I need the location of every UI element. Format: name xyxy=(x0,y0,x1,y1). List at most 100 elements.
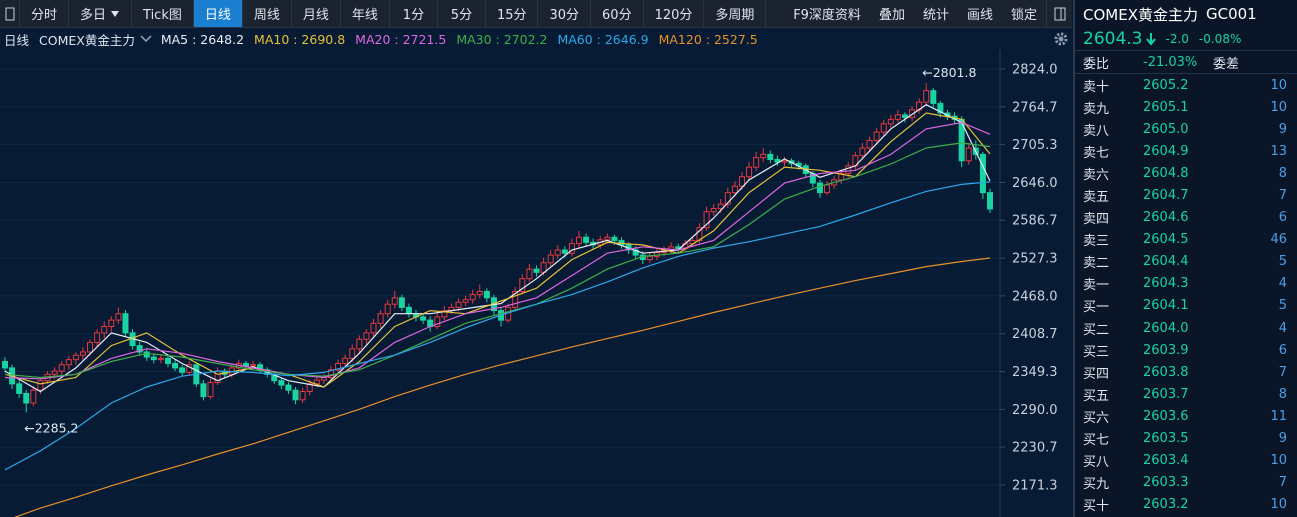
period-tab[interactable]: 月线 xyxy=(292,0,341,27)
period-tab[interactable]: 多日 xyxy=(69,0,133,27)
diff-label: 委差 xyxy=(1213,56,1240,72)
order-volume: 13 xyxy=(1270,143,1287,159)
order-level: 卖九 xyxy=(1083,101,1110,117)
candle-body xyxy=(242,362,249,367)
candle-body xyxy=(859,147,866,157)
candle-body xyxy=(434,316,441,327)
tool-button[interactable]: 锁定 xyxy=(1010,8,1037,23)
candle-body xyxy=(179,367,186,373)
order-price: 2604.9 xyxy=(1143,143,1189,159)
max-annotation: ←2801.8 xyxy=(922,65,976,80)
icon-shape xyxy=(1054,7,1065,20)
order-row: 卖七 2604.9 13 xyxy=(1075,140,1297,162)
period-tab[interactable]: 1分 xyxy=(390,0,438,27)
candle-body xyxy=(377,313,384,324)
dropdown-arrow xyxy=(111,10,120,17)
order-volume: 9 xyxy=(1278,121,1287,137)
candle-body xyxy=(441,310,448,318)
tab-group: 分时 多日 Tick图 日线 周线 月线 年线 1分 5分 15分 30分 60分 120分 多周期 xyxy=(20,0,767,27)
tool-button[interactable]: 画线 xyxy=(966,8,993,23)
ratio-row: 委比 -21.03% 委差 xyxy=(1075,50,1297,74)
order-price: 2605.2 xyxy=(1143,77,1189,93)
ma-line xyxy=(4,181,991,471)
tab-label: 120分 xyxy=(654,8,693,23)
period-tab[interactable]: 120分 xyxy=(644,0,705,27)
price-change: -2.0 xyxy=(1165,32,1189,46)
candle-body xyxy=(476,290,483,296)
tool-button[interactable]: F9深度资料 xyxy=(793,8,861,23)
order-volume: 10 xyxy=(1270,99,1287,115)
order-price: 2604.6 xyxy=(1143,210,1189,226)
candle-body xyxy=(575,236,582,245)
candle-body xyxy=(909,109,916,118)
panel-icon[interactable] xyxy=(1046,0,1072,27)
order-volume: 8 xyxy=(1278,165,1287,181)
period-tab[interactable]: 60分 xyxy=(591,0,644,27)
indicator-label: MA30 : 2702.2 xyxy=(456,31,548,47)
indicator-label: MA5 : 2648.2 xyxy=(160,31,245,47)
order-level: 买二 xyxy=(1083,322,1110,338)
candle-body xyxy=(2,361,8,369)
candle-body xyxy=(79,351,86,356)
candle-body xyxy=(760,153,767,159)
candle-body xyxy=(533,268,540,273)
chevron[interactable] xyxy=(139,34,153,44)
order-volume: 46 xyxy=(1270,232,1287,248)
candle-body xyxy=(94,332,101,343)
order-volume: 6 xyxy=(1278,342,1287,358)
order-price: 2603.7 xyxy=(1143,386,1189,402)
candle-body xyxy=(405,306,412,315)
quote-panel: COMEX黄金主力 GC001 2604.3 -2.0 -0.08% 委比 -21… xyxy=(1073,0,1297,517)
period-tab[interactable]: 分时 xyxy=(20,0,70,27)
order-row: 买七 2603.5 9 xyxy=(1075,428,1297,450)
candle-body xyxy=(200,383,207,398)
indicator-label: MA120 : 2527.5 xyxy=(658,31,758,47)
settings-icon[interactable] xyxy=(1053,31,1069,47)
quote-name: COMEX黄金主力 xyxy=(1083,5,1198,24)
candle-body xyxy=(150,356,157,361)
period-tab[interactable]: 多周期 xyxy=(704,0,767,27)
candle-body xyxy=(278,380,285,386)
order-price: 2603.4 xyxy=(1143,453,1189,469)
y-tick-label: 2290.0 xyxy=(1012,403,1058,418)
icon-shape xyxy=(1054,32,1068,46)
tool-button[interactable]: 统计 xyxy=(922,8,949,23)
ma-line xyxy=(4,142,991,379)
icon-shape xyxy=(1058,36,1064,42)
period-tab[interactable]: 周线 xyxy=(243,0,292,27)
period-tab[interactable]: 30分 xyxy=(538,0,592,27)
period-tab[interactable]: Tick图 xyxy=(132,0,194,27)
period-tab[interactable]: 日线 xyxy=(193,0,243,27)
order-level: 卖二 xyxy=(1083,256,1110,272)
candle-body xyxy=(292,389,299,401)
tab-label: 15分 xyxy=(496,8,527,23)
candle-body xyxy=(873,131,880,141)
menu-icon[interactable] xyxy=(0,0,20,27)
tab-label: 分时 xyxy=(31,8,58,23)
order-row: 买六 2603.6 11 xyxy=(1075,405,1297,427)
down-arrow xyxy=(1146,33,1157,46)
tool-button[interactable]: 叠加 xyxy=(878,8,905,23)
order-row: 卖二 2604.4 5 xyxy=(1075,251,1297,273)
candle-body xyxy=(845,165,852,175)
ma-line xyxy=(4,104,991,393)
indicator-label: MA10 : 2690.8 xyxy=(254,31,346,47)
order-level: 卖四 xyxy=(1083,212,1110,228)
candle-body xyxy=(753,157,760,168)
y-tick-label: 2764.7 xyxy=(1012,100,1058,115)
order-price: 2603.5 xyxy=(1143,431,1189,447)
order-price: 2604.3 xyxy=(1143,276,1189,292)
candle-body xyxy=(306,383,313,393)
period-tab[interactable]: 年线 xyxy=(341,0,390,27)
order-level: 买一 xyxy=(1083,300,1110,316)
order-volume: 4 xyxy=(1278,276,1287,292)
period-tab[interactable]: 5分 xyxy=(438,0,486,27)
order-level: 卖三 xyxy=(1083,234,1110,250)
candle-body xyxy=(299,391,306,401)
y-tick-label: 2586.7 xyxy=(1012,214,1058,229)
order-level: 买五 xyxy=(1083,388,1110,404)
order-row: 买十 2603.2 10 xyxy=(1075,494,1297,516)
candle-body xyxy=(781,160,788,163)
period-tab[interactable]: 15分 xyxy=(486,0,539,27)
candle-body xyxy=(583,236,590,243)
